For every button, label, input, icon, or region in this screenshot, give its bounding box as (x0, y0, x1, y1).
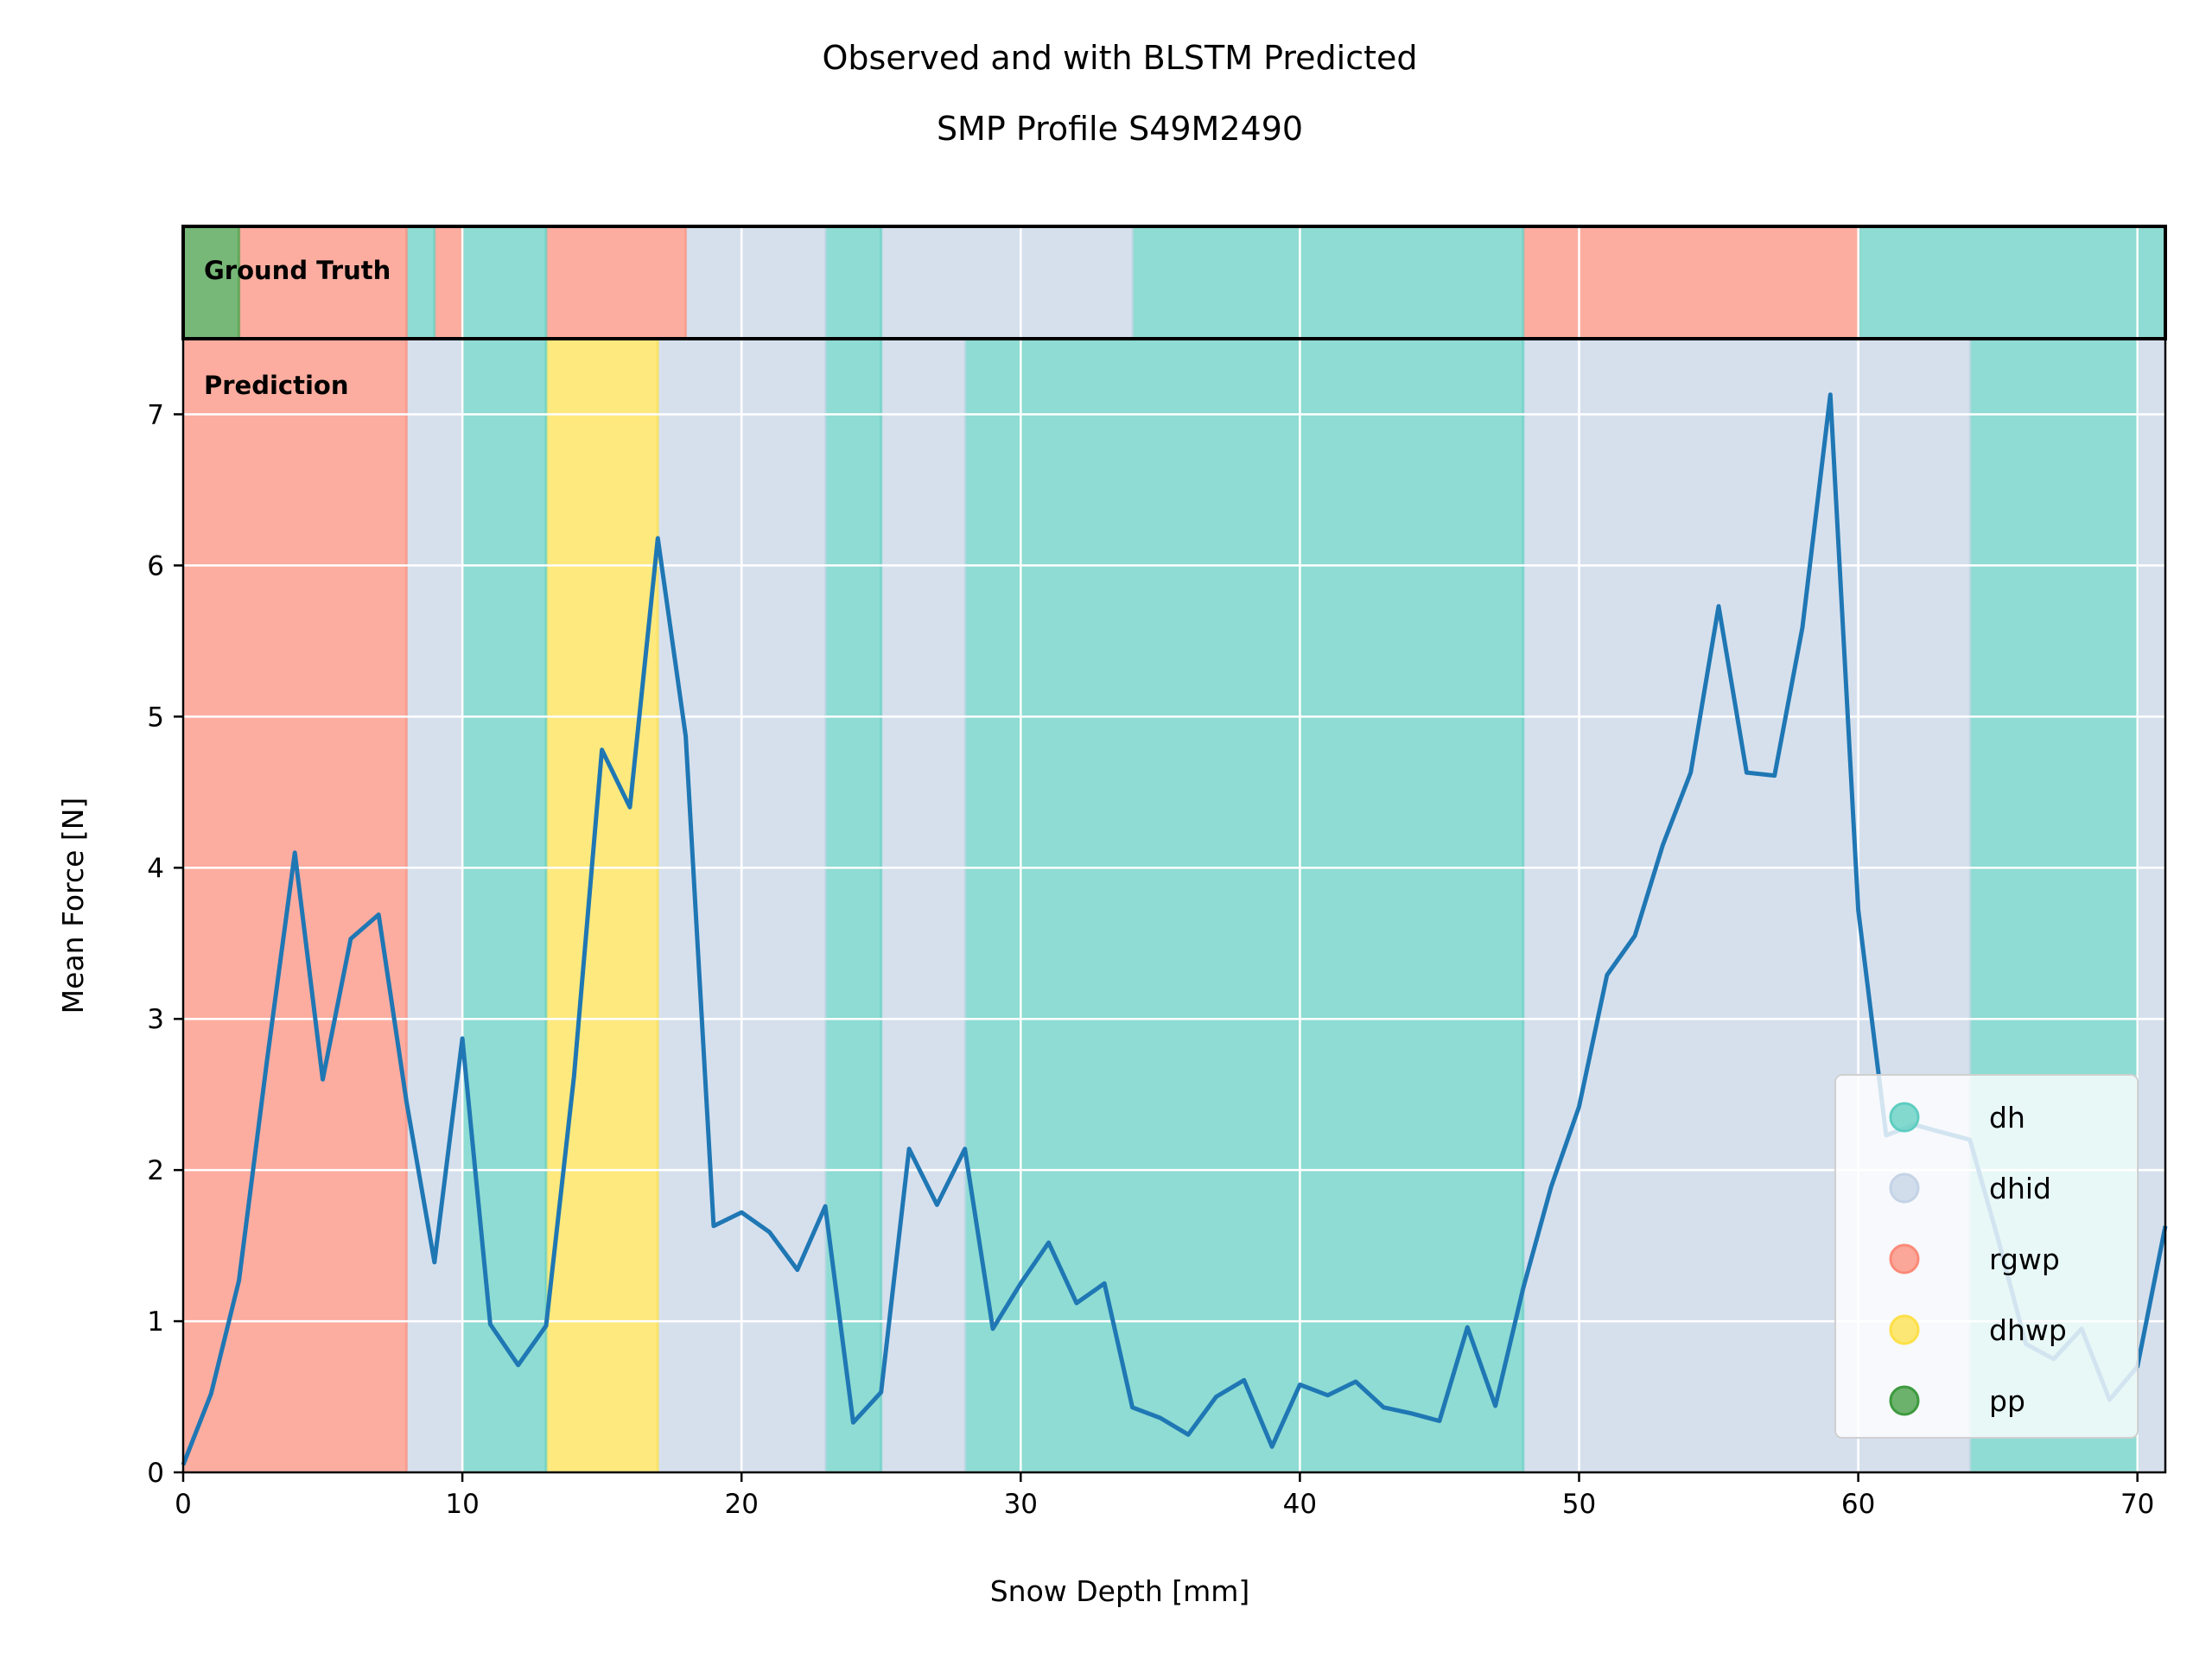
prediction-band-dhwp (546, 339, 658, 1472)
y-tick-label: 1 (147, 1306, 164, 1338)
x-tick-label: 20 (724, 1489, 758, 1520)
prediction-band-dh (964, 339, 1523, 1472)
plot-frame (181, 337, 2167, 1474)
series-line (181, 392, 2168, 1466)
y-tick-label: 0 (147, 1458, 164, 1489)
x-tick-label: 0 (175, 1489, 192, 1520)
ground-truth-band-rgwp (1522, 226, 1859, 339)
ground-truth-band-dhid (685, 226, 826, 339)
x-tick-label: 10 (445, 1489, 479, 1520)
legend-marker-dh (1889, 1102, 1920, 1133)
prediction-bands (183, 339, 2165, 1472)
legend-box (1834, 1074, 2139, 1439)
ground-truth-band-dh (825, 226, 881, 339)
prediction-band-dhid (2137, 339, 2165, 1472)
y-tick-label: 4 (147, 853, 164, 884)
legend-marker-dhid (1889, 1173, 1920, 1204)
ground-truth-band-dh (1858, 226, 2165, 339)
legend-marker-pp (1889, 1385, 1920, 1416)
legend-label-dhid: dhid (1989, 1172, 2051, 1205)
ground-truth-band-rgwp (238, 226, 407, 339)
legend-label-pp: pp (1989, 1384, 2025, 1418)
legend: dh dhid rgwp dhwp pp (1834, 1074, 2139, 1439)
y-tick-label: 6 (147, 550, 164, 582)
x-axis-label: Snow Depth [mm] (990, 1574, 1250, 1608)
ground-truth-band-dhid (880, 226, 1133, 339)
x-tick-label: 70 (2120, 1489, 2154, 1520)
y-axis-label: Mean Force [N] (56, 798, 90, 1014)
ground-truth-label: Ground Truth (204, 256, 391, 285)
ground-truth-band-dh (1132, 226, 1523, 339)
ground-truth-band-pp (183, 226, 239, 339)
y-tick-label: 7 (147, 399, 164, 430)
x-axis-ticks: 0 10 20 30 40 50 60 70 (175, 1472, 2154, 1520)
prediction-band-rgwp (183, 339, 407, 1472)
ground-truth-bands (183, 226, 2165, 339)
ground-truth-band-dh (462, 226, 547, 339)
x-tick-label: 40 (1283, 1489, 1317, 1520)
y-tick-label: 3 (147, 1004, 164, 1035)
legend-label-dhwp: dhwp (1989, 1313, 2067, 1347)
prediction-band-dh (462, 339, 547, 1472)
prediction-band-dh (825, 339, 881, 1472)
x-tick-label: 50 (1562, 1489, 1596, 1520)
chart-title-line-1: Observed and with BLSTM Predicted (823, 39, 1418, 77)
prediction-band-dhid (406, 339, 463, 1472)
legend-marker-rgwp (1889, 1243, 1920, 1274)
legend-marker-dhwp (1889, 1314, 1920, 1345)
ground-truth-band-rgwp (546, 226, 686, 339)
x-tick-label: 60 (1841, 1489, 1875, 1520)
ground-truth-band-dh (406, 226, 435, 339)
ground-truth-band-rgwp (434, 226, 463, 339)
y-tick-label: 5 (147, 702, 164, 733)
prediction-label: Prediction (204, 371, 349, 400)
x-tick-label: 30 (1004, 1489, 1038, 1520)
legend-label-rgwp: rgwp (1989, 1243, 2060, 1276)
prediction-band-dhid (880, 339, 965, 1472)
y-axis-ticks: 0 1 2 3 4 5 6 7 (147, 399, 183, 1489)
legend-label-dh: dh (1989, 1101, 2025, 1135)
y-tick-label: 2 (147, 1155, 164, 1186)
chart-title-line-2: SMP Profile S49M2490 (937, 110, 1303, 148)
